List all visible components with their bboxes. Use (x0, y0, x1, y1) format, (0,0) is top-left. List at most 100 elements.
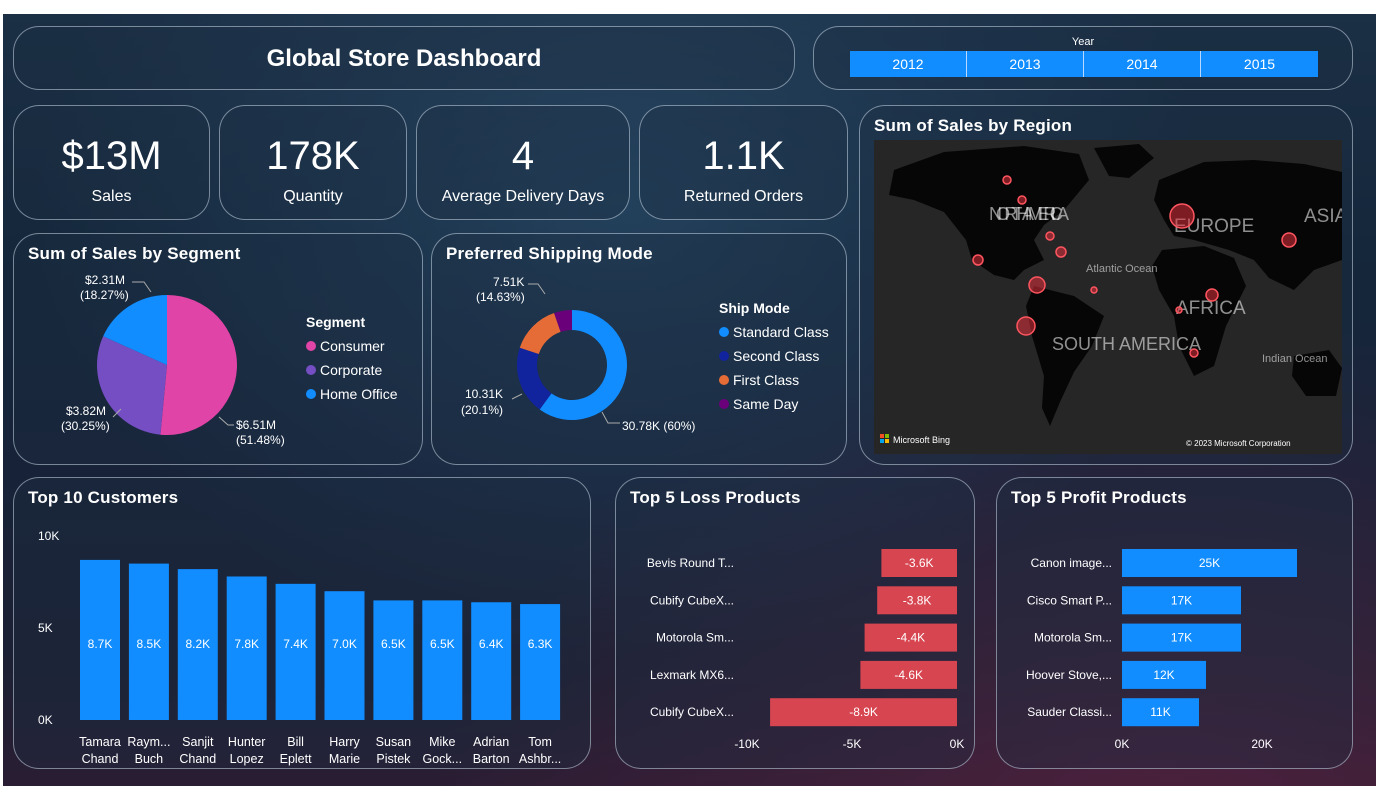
product-bar (770, 698, 957, 727)
x-tick-1: 20K (1251, 737, 1272, 751)
customer-name-first: Harry (329, 735, 360, 749)
legend-standard-class[interactable]: Standard Class (719, 324, 829, 340)
pie-label-value-0: $6.51M (236, 418, 276, 432)
donut-slice-0 (539, 310, 627, 420)
donut-leader-0 (601, 411, 620, 424)
product-bar (1122, 660, 1206, 689)
profit-bar-chart: Canon image... 25K Cisco Smart P... 17K Moto… (1026, 549, 1297, 751)
product-label: Motorola Sm... (1034, 631, 1112, 645)
legend-dot (306, 389, 316, 399)
kpi-returns-card: 1.1K Returned Orders (639, 105, 848, 220)
customer-name-last: Ashbr... (519, 752, 561, 766)
product-bar-label: 17K (1171, 593, 1192, 607)
donut-leader-1 (511, 393, 523, 400)
donut-percent-2: (14.63%) (476, 290, 525, 304)
dashboard-title: Global Store Dashboard (266, 45, 542, 72)
customer-bar-label: 7.0K (332, 637, 357, 651)
product-bar (1122, 586, 1241, 615)
customer-name-last: Gock... (423, 752, 463, 766)
legend-label: Corporate (320, 362, 383, 378)
customer-name-first: Sanjit (182, 735, 214, 749)
year-2015-button[interactable]: 2015 (1201, 51, 1318, 77)
label-indian: Indian Ocean (1262, 353, 1327, 365)
segment-legend-title: Segment (306, 314, 366, 330)
kpi-sales-label: Sales (91, 188, 132, 205)
pie-slice-0 (160, 295, 238, 435)
customer-bar (275, 583, 316, 720)
customer-bar (128, 563, 169, 720)
profit-title: Top 5 Profit Products (1011, 488, 1187, 507)
year-2012-button[interactable]: 2012 (850, 51, 967, 77)
product-label: Sauder Classi... (1027, 705, 1112, 719)
label-africa: AFRICA (1176, 298, 1246, 319)
donut-slice-1 (517, 347, 552, 410)
y-tick-1: 5K (38, 621, 53, 635)
shipping-donut-chart: 30.78K (60%) 10.31K (20.1%) 7.51K(14.63%) (461, 275, 695, 433)
customer-bar-label: 7.4K (283, 637, 308, 651)
sales-map[interactable]: NORTH AMERICA EUROPE ASIA AFRICA SOUTH A… (874, 140, 1342, 454)
legend-dot (306, 341, 316, 351)
product-bar-label: 17K (1171, 631, 1192, 645)
pie-label-percent-0: (51.48%) (236, 433, 285, 447)
donut-percent-1: (20.1%) (461, 403, 503, 417)
year-label: Year (1071, 36, 1095, 48)
product-bar-label: 25K (1199, 556, 1220, 570)
customer-bar (471, 602, 512, 720)
bing-logo: Microsoft Bing (880, 434, 950, 445)
customer-bar (226, 576, 267, 720)
pie-leader-0 (218, 416, 234, 426)
legend-label: Home Office (320, 386, 398, 402)
customer-bar-label: 6.5K (381, 637, 406, 651)
product-bar-label: -4.4K (896, 631, 925, 645)
customer-name-last: Chand (179, 752, 216, 766)
legend-dot (719, 327, 729, 337)
legend-home-office[interactable]: Home Office (306, 386, 398, 402)
year-2013-button[interactable]: 2013 (967, 51, 1084, 77)
product-label: Bevis Round T... (647, 556, 734, 570)
donut-slice-2 (519, 313, 561, 355)
legend-dot (306, 365, 316, 375)
customer-name-last: Chand (82, 752, 119, 766)
product-bar-label: -3.6K (905, 556, 934, 570)
map-panel: Sum of Sales by Region NORTH AMERICA EUR… (859, 105, 1353, 465)
product-bar (860, 660, 957, 689)
pie-leader-1 (112, 408, 122, 418)
customer-bar (324, 591, 365, 720)
legend-same-day[interactable]: Same Day (719, 396, 829, 412)
label-south-america: SOUTH AMERICA (1052, 334, 1201, 354)
product-bar (881, 549, 957, 577)
dashboard-canvas: Global Store Dashboard Year 2012 2013 20… (3, 14, 1376, 786)
legend-first-class[interactable]: First Class (719, 372, 829, 388)
y-tick-0: 0K (38, 713, 53, 727)
legend-consumer[interactable]: Consumer (306, 338, 398, 354)
kpi-sales-card: $13M Sales (13, 105, 210, 220)
legend-label: Consumer (320, 338, 385, 354)
year-2014-button[interactable]: 2014 (1084, 51, 1201, 77)
shipping-panel: Preferred Shipping Mode 30.78K (60%) 10.3… (431, 233, 847, 465)
customer-name-first: Hunter (228, 735, 266, 749)
customer-bar-label: 7.8K (234, 637, 259, 651)
shipping-title: Preferred Shipping Mode (446, 244, 653, 263)
customer-name-last: Barton (473, 752, 510, 766)
customers-panel: Top 10 Customers 0K 5K 10K 8.7K Tamara Chand 8… (13, 477, 591, 769)
customer-bar-label: 6.5K (430, 637, 455, 651)
donut-label-2: 7.51K (493, 275, 524, 289)
year-slicer: Year 2012 2013 2014 2015 (813, 26, 1353, 90)
product-bar-label: -4.6K (894, 668, 923, 682)
legend-second-class[interactable]: Second Class (719, 348, 829, 364)
donut-leader-2 (528, 283, 546, 295)
pie-label-percent-2: (18.27%) (80, 288, 129, 302)
product-bar-label: 12K (1153, 668, 1174, 682)
year-buttons: 2012 2013 2014 2015 (850, 51, 1318, 77)
customer-bar-label: 8.5K (137, 637, 162, 651)
legend-corporate[interactable]: Corporate (306, 362, 398, 378)
map-copyright: © 2023 Microsoft Corporation (1186, 439, 1291, 448)
segment-legend: Segment Consumer Corporate Home Office (306, 314, 398, 402)
product-label: Cisco Smart P... (1027, 593, 1112, 607)
label-north-america: NORTH AMERICA (989, 204, 1069, 224)
customer-name-last: Eplett (280, 752, 312, 766)
kpi-returns-label: Returned Orders (683, 188, 804, 205)
customers-bar-chart: 0K 5K 10K 8.7K Tamara Chand 8.5K Raym... Buch 8.2… (38, 529, 561, 766)
pie-label-value-2: $2.31M (85, 273, 125, 287)
donut-label-1: 10.31K (465, 387, 503, 401)
